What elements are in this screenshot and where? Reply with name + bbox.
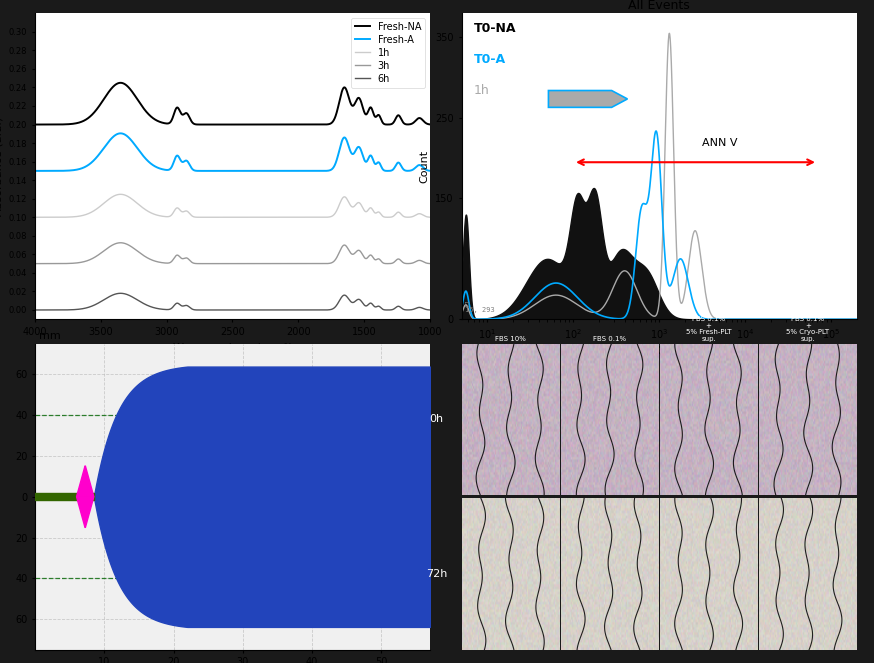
Fresh-A (30, 167, 40, 175)
Line: 1h: 1h (35, 194, 430, 217)
1h (257, 213, 267, 221)
Line: Fresh-NA: Fresh-NA (35, 83, 430, 125)
1h (425, 213, 435, 221)
Fresh-A (198, 167, 209, 175)
6h (115, 289, 126, 297)
X-axis label: Wavenumbers (cm⁻¹): Wavenumbers (cm⁻¹) (173, 343, 292, 353)
1h (198, 213, 209, 221)
1h (30, 213, 40, 221)
3h (198, 260, 209, 268)
Fresh-NA (257, 121, 267, 129)
3h (115, 239, 126, 247)
6h (98, 296, 108, 304)
Text: T0-A: T0-A (474, 53, 505, 66)
Line: Fresh-A: Fresh-A (35, 133, 430, 171)
Y-axis label: Absorbance (a.u.): Absorbance (a.u.) (0, 117, 3, 216)
Fresh-A (417, 162, 427, 170)
Line: 6h: 6h (35, 293, 430, 310)
Fresh-NA (198, 121, 209, 129)
3h (259, 260, 269, 268)
Fresh-A (375, 160, 385, 168)
6h (30, 306, 40, 314)
Title: FBS 0.1%
+
5% Fresh-PLT
sup.: FBS 0.1% + 5% Fresh-PLT sup. (686, 316, 732, 342)
Polygon shape (77, 466, 94, 497)
1h (417, 211, 427, 219)
Legend: Fresh-NA, Fresh-A, 1h, 3h, 6h: Fresh-NA, Fresh-A, 1h, 3h, 6h (351, 18, 425, 88)
Fresh-NA (115, 79, 126, 87)
Fresh-A (75, 165, 86, 173)
Y-axis label: 0h: 0h (429, 414, 444, 424)
1h (115, 190, 126, 198)
Title: FBS 0.1%: FBS 0.1% (593, 336, 626, 342)
Fresh-NA (375, 113, 385, 121)
3h (425, 260, 435, 268)
Text: mm: mm (39, 331, 60, 341)
1h (375, 209, 385, 217)
1h (75, 212, 86, 220)
Y-axis label: Count: Count (420, 150, 430, 183)
6h (375, 303, 385, 311)
1h (98, 200, 108, 208)
Text: □
15, 293: □ 15, 293 (466, 300, 496, 313)
6h (287, 306, 297, 314)
3h (417, 257, 427, 265)
Title: FBS 10%: FBS 10% (495, 336, 525, 342)
6h (75, 305, 86, 313)
6h (198, 306, 209, 314)
6h (425, 306, 435, 314)
Y-axis label: 72h: 72h (426, 569, 447, 579)
Polygon shape (77, 497, 94, 527)
Fresh-NA (425, 121, 435, 129)
Fresh-NA (417, 116, 427, 124)
X-axis label: FITC-A: FITC-A (642, 346, 676, 356)
Title: All Events: All Events (628, 0, 690, 12)
Line: 3h: 3h (35, 243, 430, 264)
Fresh-NA (181, 109, 191, 117)
Text: T0-NA: T0-NA (474, 23, 516, 35)
Fresh-A (181, 156, 191, 164)
Fresh-NA (30, 121, 40, 129)
6h (181, 302, 191, 310)
3h (30, 260, 40, 268)
Fresh-NA (75, 118, 86, 126)
3h (375, 256, 385, 264)
Fresh-A (425, 167, 435, 175)
Title: FBS 0.1%
+
5% Cryo-PLT
sup.: FBS 0.1% + 5% Cryo-PLT sup. (787, 316, 829, 342)
Fresh-NA (98, 95, 108, 103)
3h (98, 247, 108, 255)
Fresh-A (98, 145, 108, 152)
Fresh-A (257, 167, 267, 175)
3h (181, 254, 191, 262)
3h (75, 259, 86, 267)
Fresh-A (115, 129, 126, 137)
FancyArrow shape (549, 91, 628, 107)
Text: ANN V: ANN V (702, 138, 738, 148)
6h (417, 304, 427, 312)
Text: 1h: 1h (474, 84, 489, 97)
1h (181, 207, 191, 215)
